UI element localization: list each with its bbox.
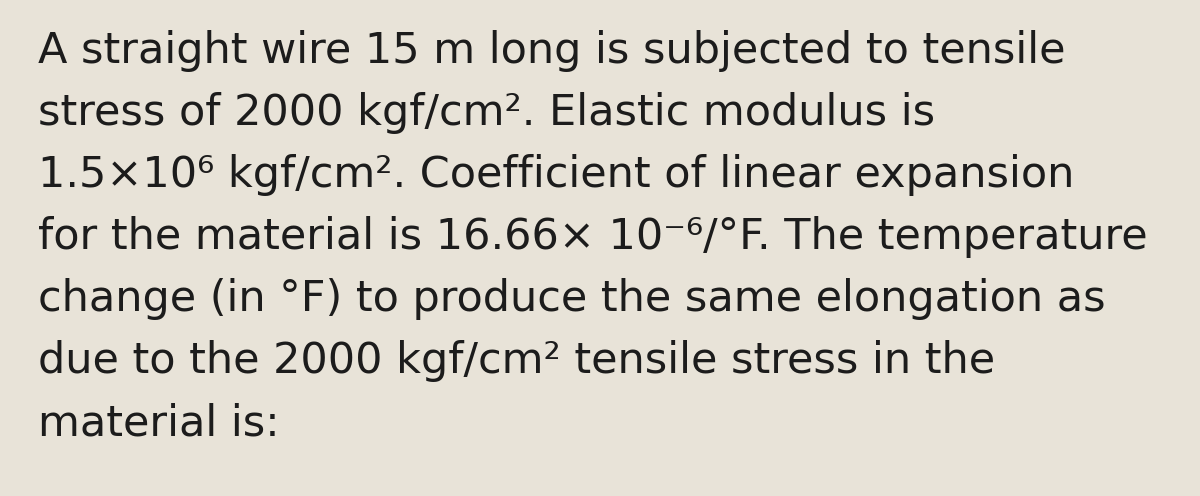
Text: for the material is 16.66× 10⁻⁶/°F. The temperature: for the material is 16.66× 10⁻⁶/°F. The …	[38, 216, 1147, 258]
Text: stress of 2000 kgf/cm². Elastic modulus is: stress of 2000 kgf/cm². Elastic modulus …	[38, 92, 935, 134]
Text: 1.5×10⁶ kgf/cm². Coefficient of linear expansion: 1.5×10⁶ kgf/cm². Coefficient of linear e…	[38, 154, 1074, 196]
Text: A straight wire 15 m long is subjected to tensile: A straight wire 15 m long is subjected t…	[38, 30, 1066, 72]
Text: material is:: material is:	[38, 402, 280, 444]
Text: change (in °F) to produce the same elongation as: change (in °F) to produce the same elong…	[38, 278, 1105, 320]
Text: due to the 2000 kgf/cm² tensile stress in the: due to the 2000 kgf/cm² tensile stress i…	[38, 340, 995, 382]
